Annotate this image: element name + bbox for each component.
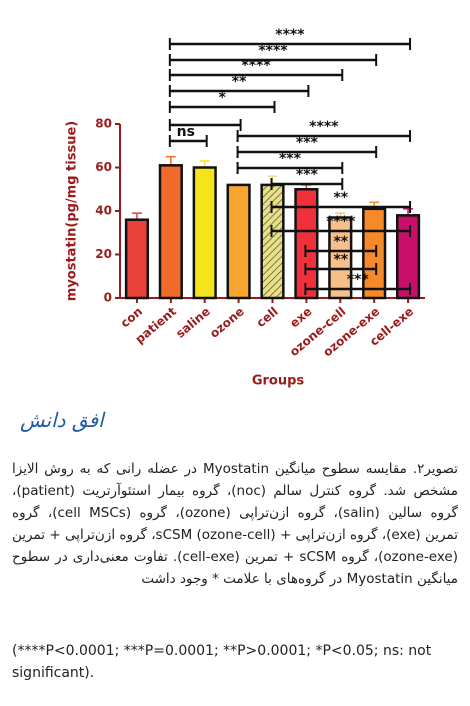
caption: تصویر۲. مقایسه سطوح میانگین Myostatin در…: [12, 461, 458, 587]
logo: افق دانش: [20, 408, 104, 432]
significance-label: **: [333, 234, 348, 250]
significance-label: ****: [309, 119, 339, 135]
bar: [124, 218, 150, 300]
significance-label: **: [333, 252, 348, 268]
x-tick-label: exe: [287, 304, 314, 330]
x-tick-label: con: [118, 304, 145, 330]
significance-label: ***: [296, 135, 319, 151]
significance-label: ***: [347, 272, 370, 288]
y-tick-label: 0: [104, 291, 112, 305]
significance-label: **: [232, 74, 247, 90]
chart: myostatin(pg/mg tissue) Groups 0 20 40 60 80…: [65, 27, 425, 389]
x-tick-label: cell: [254, 304, 281, 330]
significance-label: *: [219, 90, 227, 106]
bar: [395, 214, 421, 300]
significance-label: **: [333, 190, 348, 206]
caption-note: (****P<0.0001; ***P=0.0001; **P>0.0001; …: [12, 643, 432, 681]
bar: [226, 183, 251, 300]
y-tick-label: 80: [95, 117, 112, 131]
x-axis-label: Groups: [252, 374, 305, 389]
bar: [328, 216, 353, 300]
significance-label: ns: [177, 124, 195, 140]
x-tick-label: saline: [173, 304, 213, 341]
bar: [294, 188, 319, 300]
significance-label: ***: [279, 151, 302, 167]
significance-label: ****: [275, 27, 305, 43]
y-axis-label: myostatin(pg/mg tissue): [65, 121, 80, 301]
y-tick-label: 20: [95, 247, 112, 261]
significance-label: ****: [241, 58, 271, 74]
y-tick-label: 60: [95, 160, 112, 174]
significance-label: ****: [258, 43, 288, 59]
significance-label: ****: [326, 214, 356, 230]
x-tick-label: ozone: [207, 304, 247, 341]
significance-label: ***: [296, 167, 319, 183]
y-tick-label: 40: [95, 204, 112, 218]
bar: [192, 166, 217, 300]
bar: [158, 164, 183, 300]
